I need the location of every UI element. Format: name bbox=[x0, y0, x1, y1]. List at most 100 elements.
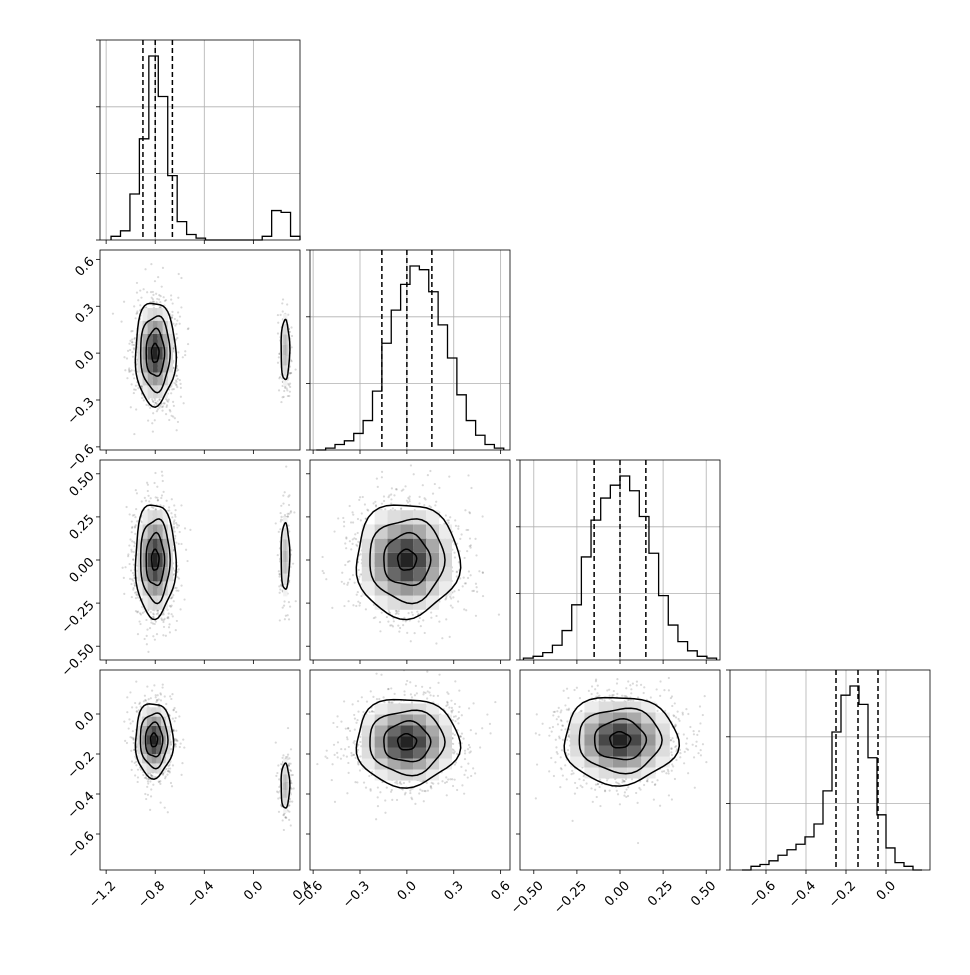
sample-point bbox=[172, 615, 174, 617]
sample-point bbox=[468, 511, 470, 513]
density-cell bbox=[286, 335, 287, 345]
sample-point bbox=[357, 541, 359, 543]
sample-point bbox=[149, 780, 151, 782]
sample-point bbox=[407, 612, 409, 614]
sample-point bbox=[156, 486, 158, 488]
sample-point bbox=[148, 500, 150, 502]
sample-point bbox=[176, 333, 178, 335]
sample-point bbox=[278, 576, 280, 578]
sample-point bbox=[407, 501, 409, 503]
sample-point bbox=[133, 514, 135, 516]
sample-point bbox=[456, 571, 458, 573]
sample-point bbox=[281, 302, 283, 304]
sample-point bbox=[154, 419, 156, 421]
sample-point bbox=[482, 595, 484, 597]
sample-point bbox=[173, 600, 175, 602]
sample-point bbox=[186, 560, 188, 562]
sample-point bbox=[137, 597, 139, 599]
sample-point bbox=[398, 631, 400, 633]
sample-point bbox=[323, 572, 325, 574]
sample-point bbox=[351, 543, 353, 545]
sample-point bbox=[176, 319, 178, 321]
sample-point bbox=[179, 315, 181, 317]
sample-point bbox=[164, 695, 166, 697]
scatter-panel-bg bbox=[100, 460, 300, 660]
sample-point bbox=[473, 590, 475, 592]
scatter-panel-2-1 bbox=[306, 460, 514, 664]
sample-point bbox=[152, 430, 154, 432]
sample-point bbox=[357, 591, 359, 593]
sample-point bbox=[173, 573, 175, 575]
sample-point bbox=[278, 531, 280, 533]
sample-point bbox=[288, 601, 290, 603]
density-cell bbox=[285, 539, 286, 550]
sample-point bbox=[151, 297, 153, 299]
sample-point bbox=[342, 517, 344, 519]
sample-point bbox=[365, 608, 367, 610]
sample-point bbox=[357, 532, 359, 534]
sample-point bbox=[130, 569, 132, 571]
sample-point bbox=[143, 399, 145, 401]
density-cell bbox=[283, 574, 284, 585]
sample-point bbox=[165, 703, 167, 705]
sample-point bbox=[139, 304, 141, 306]
sample-point bbox=[165, 635, 167, 637]
sample-point bbox=[168, 626, 170, 628]
sample-point bbox=[173, 526, 175, 528]
sample-point bbox=[341, 572, 343, 574]
sample-point bbox=[448, 476, 450, 478]
sample-point bbox=[393, 620, 395, 622]
sample-point bbox=[132, 572, 134, 574]
sample-point bbox=[154, 472, 156, 474]
sample-point bbox=[278, 389, 280, 391]
sample-point bbox=[177, 576, 179, 578]
sample-point bbox=[179, 531, 181, 533]
sample-point bbox=[133, 551, 135, 553]
sample-point bbox=[156, 609, 158, 611]
sample-point bbox=[172, 764, 174, 766]
sample-point bbox=[447, 522, 449, 524]
sample-point bbox=[131, 351, 133, 353]
sample-point bbox=[175, 629, 177, 631]
sample-point bbox=[126, 377, 128, 379]
sample-point bbox=[170, 782, 172, 784]
sample-point bbox=[291, 346, 293, 348]
scatter-panel-1-0 bbox=[96, 250, 300, 454]
density-cell bbox=[153, 553, 158, 567]
sample-point bbox=[451, 606, 453, 608]
sample-point bbox=[155, 496, 157, 498]
sample-point bbox=[169, 631, 171, 633]
density-cell bbox=[285, 528, 286, 539]
sample-point bbox=[137, 611, 139, 613]
sample-point bbox=[422, 619, 424, 621]
sample-point bbox=[150, 788, 152, 790]
sample-point bbox=[132, 720, 134, 722]
sample-point bbox=[290, 511, 292, 513]
sample-point bbox=[470, 487, 472, 489]
sample-point bbox=[475, 554, 477, 556]
sample-point bbox=[289, 606, 291, 608]
sample-point bbox=[154, 280, 156, 282]
sample-point bbox=[432, 493, 434, 495]
sample-point bbox=[400, 507, 402, 509]
hist-panel-0 bbox=[96, 40, 300, 244]
sample-point bbox=[357, 601, 359, 603]
sample-point bbox=[279, 619, 281, 621]
sample-point bbox=[424, 632, 426, 634]
hist-panel-bg bbox=[730, 670, 930, 870]
sample-point bbox=[168, 613, 170, 615]
sample-point bbox=[287, 614, 289, 616]
sample-point bbox=[349, 540, 351, 542]
sample-point bbox=[281, 396, 283, 398]
sample-point bbox=[286, 303, 288, 305]
sample-point bbox=[168, 509, 170, 511]
sample-point bbox=[360, 519, 362, 521]
density-cell bbox=[283, 345, 284, 355]
density-cell bbox=[286, 345, 287, 355]
sample-point bbox=[446, 519, 448, 521]
sample-point bbox=[282, 502, 284, 504]
sample-point bbox=[135, 313, 137, 315]
sample-point bbox=[122, 567, 124, 569]
sample-point bbox=[134, 585, 136, 587]
sample-point bbox=[177, 590, 179, 592]
